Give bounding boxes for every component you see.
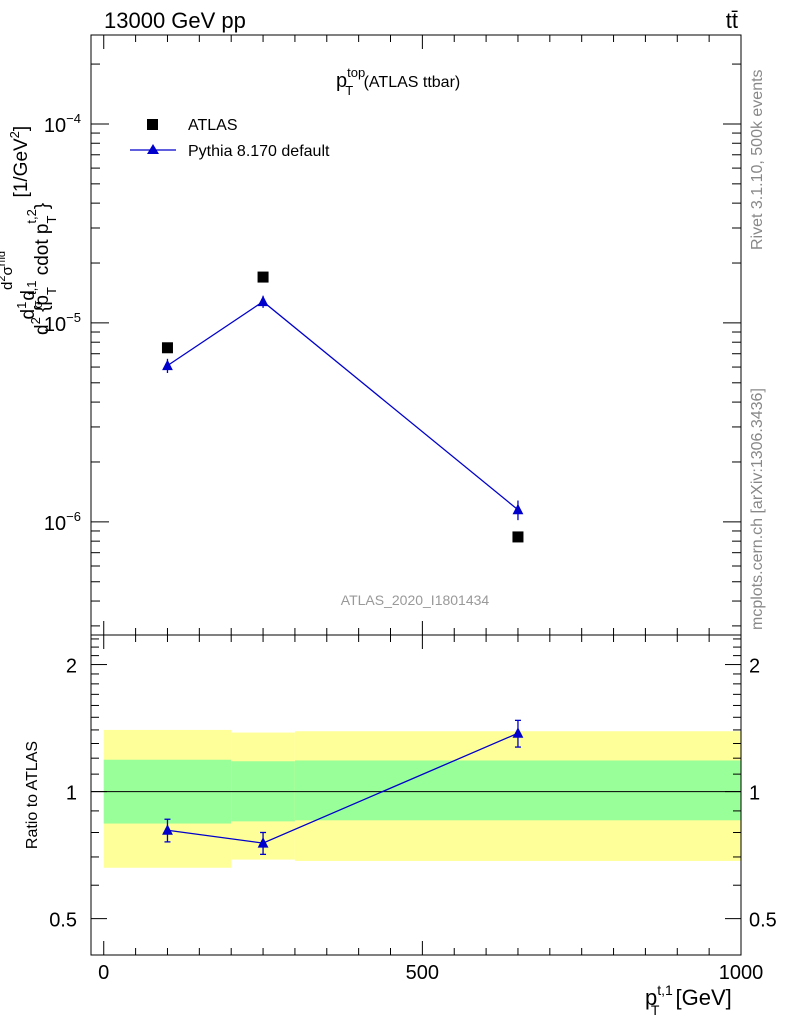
pythia-point: [512, 503, 524, 515]
x-tick-label-500: 500: [406, 962, 439, 984]
pythia-point: [162, 359, 173, 371]
main-y-tick-labels: 10−4 10−5 10−6: [44, 111, 81, 535]
x-tick-label-0: 0: [98, 962, 109, 984]
energy-label: 13000 GeV pp: [104, 8, 246, 33]
ratio-band-inner-2: [294, 760, 741, 821]
ratio-point: [162, 824, 173, 835]
process-label: tt̄: [726, 8, 738, 33]
y-tick-label-1e-5: 10−5: [44, 310, 81, 336]
ratio-point: [257, 837, 269, 848]
ratio-tick-label-1-left: 1: [66, 783, 77, 805]
ratio-y-axis-label: Ratio to ATLAS: [24, 741, 41, 849]
pythia-line: [167, 300, 519, 511]
y-tick-label-1e-6: 10−6: [44, 509, 81, 535]
legend-atlas-marker: [147, 119, 158, 130]
ratio-tick-label-0-5-right: 0.5: [749, 910, 777, 932]
main-y-axis-label: d1σdd2σrfidd2 {pTt,1 cdot pTt,2} [1/GeV2…: [0, 126, 59, 335]
x-ticks: [103, 35, 742, 955]
rivet-label: Rivet 3.1.10, 500k events: [749, 69, 766, 250]
ratio-tick-label-0-5-left: 0.5: [49, 910, 77, 932]
ratio-tick-label-2-left: 2: [66, 656, 77, 678]
mcplots-label: mcplots.cern.ch [arXiv:1306.3436]: [749, 388, 766, 630]
atlas-point: [161, 342, 173, 354]
legend: ATLAS Pythia 8.170 default: [130, 117, 330, 160]
ratio-point: [512, 727, 524, 738]
plot-title: ptop T (ATLAS ttbar): [336, 65, 460, 98]
atlas-point: [512, 531, 524, 543]
main-mc-series: [162, 295, 524, 521]
x-axis-label: pt,1 T [GeV]: [645, 982, 732, 1018]
x-tick-labels: 0 500 1000: [98, 962, 763, 984]
ratio-plot-frame: [90, 634, 742, 956]
legend-pythia-label: Pythia 8.170 default: [188, 143, 330, 160]
ratio-mc-series: [162, 719, 524, 856]
legend-pythia-marker: [147, 144, 159, 154]
y-tick-label-1e-4: 10−4: [44, 111, 81, 137]
ratio-y-ticks: [91, 638, 741, 920]
ratio-tick-label-2-right: 2: [749, 656, 760, 678]
ratio-tick-label-1-right: 1: [749, 783, 760, 805]
main-y-ticks: [91, 63, 741, 627]
pythia-point: [257, 295, 269, 307]
analysis-watermark: ATLAS_2020_I1801434: [341, 592, 490, 608]
ratio-bands: [103, 729, 741, 868]
atlas-point: [257, 271, 269, 283]
ratio-y-tick-labels: 0.5 1 2 0.5 1 2: [49, 656, 777, 932]
legend-atlas-label: ATLAS: [188, 117, 238, 134]
main-data-series: [161, 271, 524, 543]
x-tick-label-1000: 1000: [719, 962, 764, 984]
svg-text:d1σdd2σrfidd2 {pTt,1 cdot pTt,: d1σdd2σrfidd2 {pTt,1 cdot pTt,2} [1/GeV2…: [0, 126, 59, 335]
